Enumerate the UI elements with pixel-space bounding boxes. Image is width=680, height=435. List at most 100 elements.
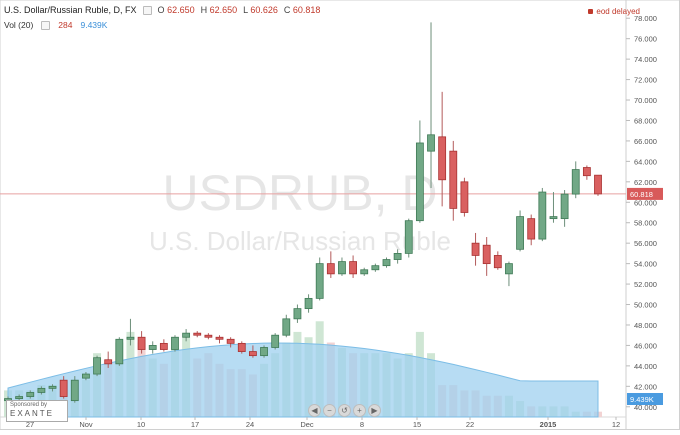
candle[interactable] [271,334,280,348]
ohlc-high: H 62.650 [200,5,238,15]
current-price-badge [627,187,663,200]
candle[interactable] [505,263,513,275]
candle[interactable] [415,142,424,222]
candle[interactable] [193,332,202,336]
price-tick-label: 64.000 [634,157,657,166]
candle[interactable] [59,379,68,397]
candle[interactable] [560,193,569,220]
price-tick-label: 62.000 [634,178,657,187]
candle[interactable] [393,252,402,260]
price-tick-label: 68.000 [634,116,657,125]
candle[interactable] [182,332,191,338]
candle[interactable] [315,263,324,299]
candle[interactable] [382,259,391,267]
candle[interactable] [204,334,213,338]
header-square-icon[interactable] [142,5,152,15]
candle[interactable] [571,169,580,195]
time-tick-label: 17 [191,420,199,429]
candle[interactable] [304,297,313,310]
sponsor-box[interactable]: Sponsored by EXANTE [6,400,68,422]
candle[interactable] [148,345,157,350]
volume-badge-label: 9.439K [630,395,654,404]
candle[interactable] [482,244,491,265]
candle[interactable] [493,255,502,269]
candle[interactable] [48,385,57,389]
price-tick-label: 72.000 [634,76,657,85]
volume-label[interactable]: Vol (20) [4,20,34,30]
price-tick-label: 58.000 [634,219,657,228]
ohlc-low: L 60.626 [243,5,278,15]
candle[interactable] [538,191,547,240]
scroll-right-button[interactable]: ▶ [368,404,381,417]
candle[interactable] [215,336,224,340]
candle[interactable] [471,242,480,256]
candle[interactable] [404,220,413,254]
candle[interactable] [427,134,435,152]
price-tick-label: 42.000 [634,382,657,391]
candle[interactable] [549,216,558,220]
candle[interactable] [226,338,235,344]
chart-header: U.S. Dollar/Russian Ruble, D, FX O 62.65… [4,5,320,15]
candle[interactable] [282,318,291,336]
candle[interactable] [104,359,113,365]
price-tick-label: 66.000 [634,137,657,146]
candle[interactable] [126,336,135,340]
price-tick-label: 74.000 [634,55,657,64]
candle[interactable] [93,357,101,375]
candle[interactable] [115,338,124,365]
eod-label: eod delayed [596,7,640,16]
chart-nav-controls: ◀ − ↺ + ▶ [308,404,381,417]
time-tick-label: 24 [246,420,254,429]
scroll-left-button[interactable]: ◀ [308,404,321,417]
candle[interactable] [137,336,146,350]
candle[interactable] [82,373,90,379]
candle[interactable] [594,174,602,195]
watermark-ticker: USDRUB, D [162,165,437,221]
candle[interactable] [582,167,591,177]
candle[interactable] [338,261,346,275]
candle[interactable] [527,218,536,240]
candle[interactable] [293,308,302,320]
volume-ma-value: 9.439K [80,20,108,30]
time-tick-label: 2015 [540,420,557,429]
candle[interactable] [326,263,335,275]
price-tick-label: 46.000 [634,341,657,350]
price-tick-label: 76.000 [634,35,657,44]
volume-settings-icon[interactable] [41,20,51,30]
candle[interactable] [237,342,246,352]
ohlc-open: O 62.650 [157,5,195,15]
time-tick-label: 22 [466,420,474,429]
reset-button[interactable]: ↺ [338,404,351,417]
price-tick-label: 44.000 [634,362,657,371]
symbol-title[interactable]: U.S. Dollar/Russian Ruble, D, FX [4,5,137,15]
eod-dot-icon [588,9,594,14]
price-tick-label: 52.000 [634,280,657,289]
candle[interactable] [249,351,257,357]
zoom-in-button[interactable]: + [353,404,366,417]
current-price-label: 60.818 [630,190,653,199]
candle[interactable] [26,392,35,397]
candle[interactable] [449,150,458,209]
volume-value: 284 [58,20,73,30]
candle[interactable] [15,396,24,399]
candle[interactable] [171,336,179,350]
candle[interactable] [438,136,447,181]
price-tick-label: 48.000 [634,321,657,330]
candle[interactable] [360,269,369,275]
candle[interactable] [159,342,168,350]
price-tick-label: 70.000 [634,96,657,105]
candle[interactable] [260,347,268,357]
candle[interactable] [349,261,357,275]
candle[interactable] [516,216,524,250]
candle[interactable] [70,379,79,402]
candle[interactable] [460,181,469,213]
candle[interactable] [37,387,46,393]
candle[interactable] [371,265,380,271]
time-tick-label: 12 [612,420,620,429]
volume-legend: Vol (20) 284 9.439K [4,20,107,30]
sponsor-label: Sponsored by [10,402,48,408]
zoom-out-button[interactable]: − [323,404,336,417]
price-tick-label: 60.000 [634,198,657,207]
